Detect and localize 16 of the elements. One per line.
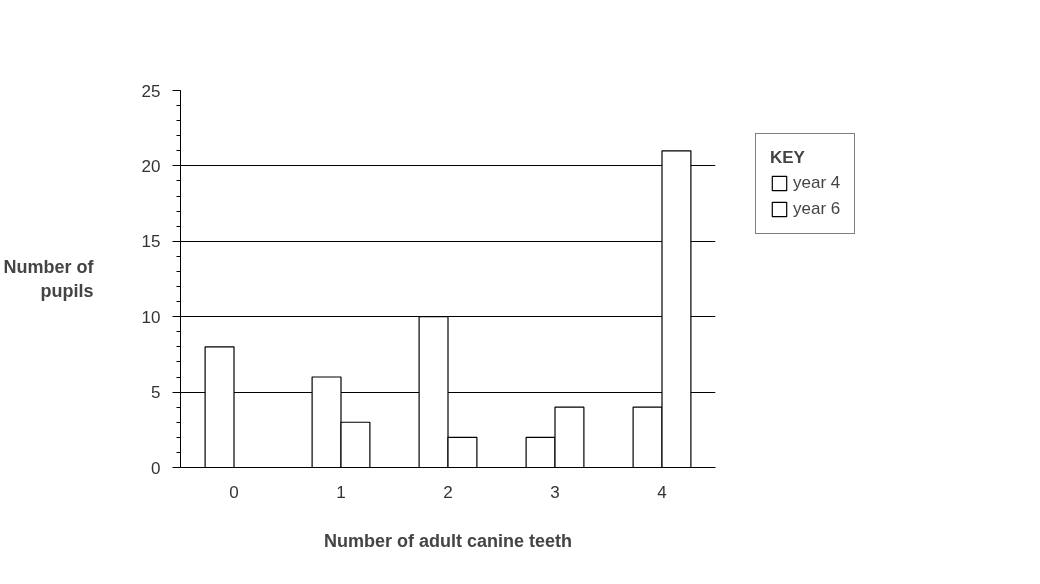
x-tick-label: 2 bbox=[443, 482, 453, 502]
y-axis-title: Number of pupils bbox=[3, 257, 95, 301]
legend-label: year 4 bbox=[793, 173, 841, 193]
x-axis-title: Number of adult canine teeth bbox=[323, 530, 573, 551]
x-tick-label: 3 bbox=[550, 482, 560, 502]
y-tick-label: 10 bbox=[141, 307, 161, 327]
y-tick-label: 0 bbox=[151, 458, 161, 478]
y-tick-label: 20 bbox=[141, 156, 161, 176]
y-tick-label: 15 bbox=[141, 232, 161, 252]
y-tick-label: 5 bbox=[151, 383, 161, 403]
x-tick-label: 0 bbox=[229, 482, 239, 502]
x-tick-label: 1 bbox=[336, 482, 346, 502]
x-tick-label: 4 bbox=[657, 482, 667, 502]
legend-title: KEY bbox=[770, 148, 806, 168]
legend-label: year 6 bbox=[793, 199, 841, 219]
y-tick-label: 25 bbox=[141, 81, 161, 101]
